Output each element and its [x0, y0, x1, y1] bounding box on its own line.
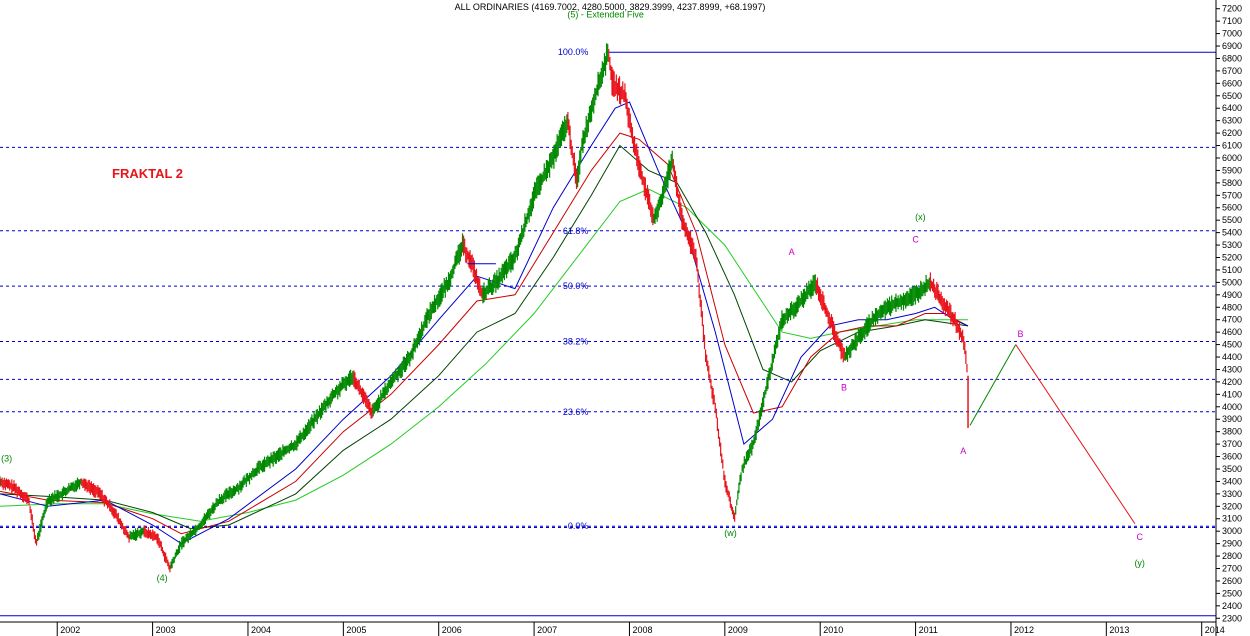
y-tick-label: 3600: [1222, 452, 1242, 462]
y-tick-label: 4000: [1222, 402, 1242, 412]
y-tick-label: 6100: [1222, 141, 1242, 151]
y-tick-label: 6000: [1222, 153, 1242, 163]
projection-down-line: [1015, 344, 1136, 525]
fib-level-label: 61.8%: [563, 226, 589, 236]
fib-labels: 100.0% 61.8% 50.0% 38.2% 23.6% 0.0%: [558, 47, 589, 531]
y-tick-label: 2400: [1222, 601, 1242, 611]
y-tick-label: 5600: [1222, 203, 1242, 213]
wave-labels: (3) (4) (5) - Extended Five (w) (x) (y) A B C A B C: [1, 9, 1145, 583]
fib-level-label: 0.0%: [568, 521, 589, 531]
y-tick-label: 6600: [1222, 78, 1242, 88]
x-tick-label: 2014: [1205, 625, 1225, 635]
x-tick-label: 2010: [823, 625, 843, 635]
y-tick-label: 7100: [1222, 16, 1242, 26]
fib-level-label: 50.0%: [563, 281, 589, 291]
y-tick-label: 3300: [1222, 489, 1242, 499]
fib-level-label: 23.6%: [563, 407, 589, 417]
y-tick-label: 7200: [1222, 4, 1242, 14]
y-tick-label: 4100: [1222, 389, 1242, 399]
y-tick-label: 4300: [1222, 364, 1242, 374]
y-tick-label: 2600: [1222, 576, 1242, 586]
wave-projection: [969, 344, 1136, 525]
wave-label: (4): [157, 573, 168, 583]
horizontal-lines: [0, 51, 1216, 617]
y-tick-label: 3900: [1222, 414, 1242, 424]
x-tick-label: 2004: [251, 625, 271, 635]
y-tick-label: 2700: [1222, 564, 1242, 574]
x-tick-label: 2012: [1014, 625, 1034, 635]
y-tick-label: 2500: [1222, 588, 1242, 598]
wave-label: (x): [915, 212, 926, 222]
wave-label: (5) - Extended Five: [567, 9, 644, 19]
y-tick-label: 5300: [1222, 240, 1242, 250]
y-tick-label: 4800: [1222, 302, 1242, 312]
projection-up-line: [969, 344, 1017, 426]
wave-label: C: [1136, 532, 1143, 542]
y-tick-label: 6200: [1222, 128, 1242, 138]
y-tick-label: 5700: [1222, 190, 1242, 200]
x-tick-label: 2002: [60, 625, 80, 635]
wave-label: (3): [1, 454, 12, 464]
ma-dark-green-line: [0, 144, 969, 530]
fib-level-label: 38.2%: [563, 336, 589, 346]
wave-label: C: [912, 235, 919, 245]
y-tick-label: 3200: [1222, 501, 1242, 511]
ma-long-line: [0, 188, 968, 522]
wave-label: A: [789, 247, 795, 257]
y-tick-label: 5400: [1222, 228, 1242, 238]
y-tick-label: 5000: [1222, 277, 1242, 287]
x-tick-label: 2005: [346, 625, 366, 635]
wave-label: B: [1017, 329, 1023, 339]
wave-label: A: [960, 446, 966, 456]
y-axis: 2300 2400 2500 2600 2700 2800 2900 3000 3100 3200…: [1215, 0, 1242, 636]
y-tick-label: 6500: [1222, 91, 1242, 101]
y-tick-label: 3000: [1222, 526, 1242, 536]
y-tick-label: 3100: [1222, 514, 1242, 524]
y-tick-label: 6300: [1222, 116, 1242, 126]
y-tick-label: 3400: [1222, 476, 1242, 486]
y-tick-label: 4200: [1222, 377, 1242, 387]
y-tick-label: 3800: [1222, 427, 1242, 437]
y-tick-label: 5800: [1222, 178, 1242, 188]
price-series: [0, 43, 969, 573]
wave-label: B: [841, 383, 847, 393]
y-tick-label: 4400: [1222, 352, 1242, 362]
y-tick-label: 2900: [1222, 539, 1242, 549]
y-tick-label: 4700: [1222, 315, 1242, 325]
y-tick-label: 2300: [1222, 613, 1242, 623]
x-tick-label: 2009: [728, 625, 748, 635]
fraktal-label: FRAKTAL 2: [112, 166, 183, 181]
x-axis: 2002 2003 2004 2005 2006 2007 2008 2009 2010 2011…: [0, 621, 1225, 636]
wave-label: (y): [1134, 558, 1145, 568]
y-tick-label: 4500: [1222, 340, 1242, 350]
y-tick-label: 6700: [1222, 66, 1242, 76]
y-tick-label: 5100: [1222, 265, 1242, 275]
y-tick-label: 7000: [1222, 29, 1242, 39]
y-tick-label: 3500: [1222, 464, 1242, 474]
wave-label: (w): [724, 528, 737, 538]
y-tick-label: 6400: [1222, 103, 1242, 113]
y-tick-label: 5900: [1222, 165, 1242, 175]
y-tick-label: 6800: [1222, 53, 1242, 63]
y-tick-label: 5200: [1222, 253, 1242, 263]
chart-title: ALL ORDINARIES (4169.7002, 4280.5000, 38…: [455, 2, 766, 12]
x-tick-label: 2008: [632, 625, 652, 635]
y-tick-label: 3700: [1222, 439, 1242, 449]
y-tick-label: 4900: [1222, 290, 1242, 300]
y-tick-label: 5500: [1222, 215, 1242, 225]
x-tick-label: 2007: [537, 625, 557, 635]
ma-red-line: [0, 132, 969, 535]
y-tick-label: 4600: [1222, 327, 1242, 337]
x-tick-label: 2003: [156, 625, 176, 635]
fib-level-label: 100.0%: [558, 47, 589, 57]
y-tick-label: 6900: [1222, 41, 1242, 51]
x-tick-label: 2013: [1109, 625, 1129, 635]
x-tick-label: 2011: [919, 625, 938, 635]
y-tick-label: 2800: [1222, 551, 1242, 561]
x-tick-label: 2006: [442, 625, 462, 635]
